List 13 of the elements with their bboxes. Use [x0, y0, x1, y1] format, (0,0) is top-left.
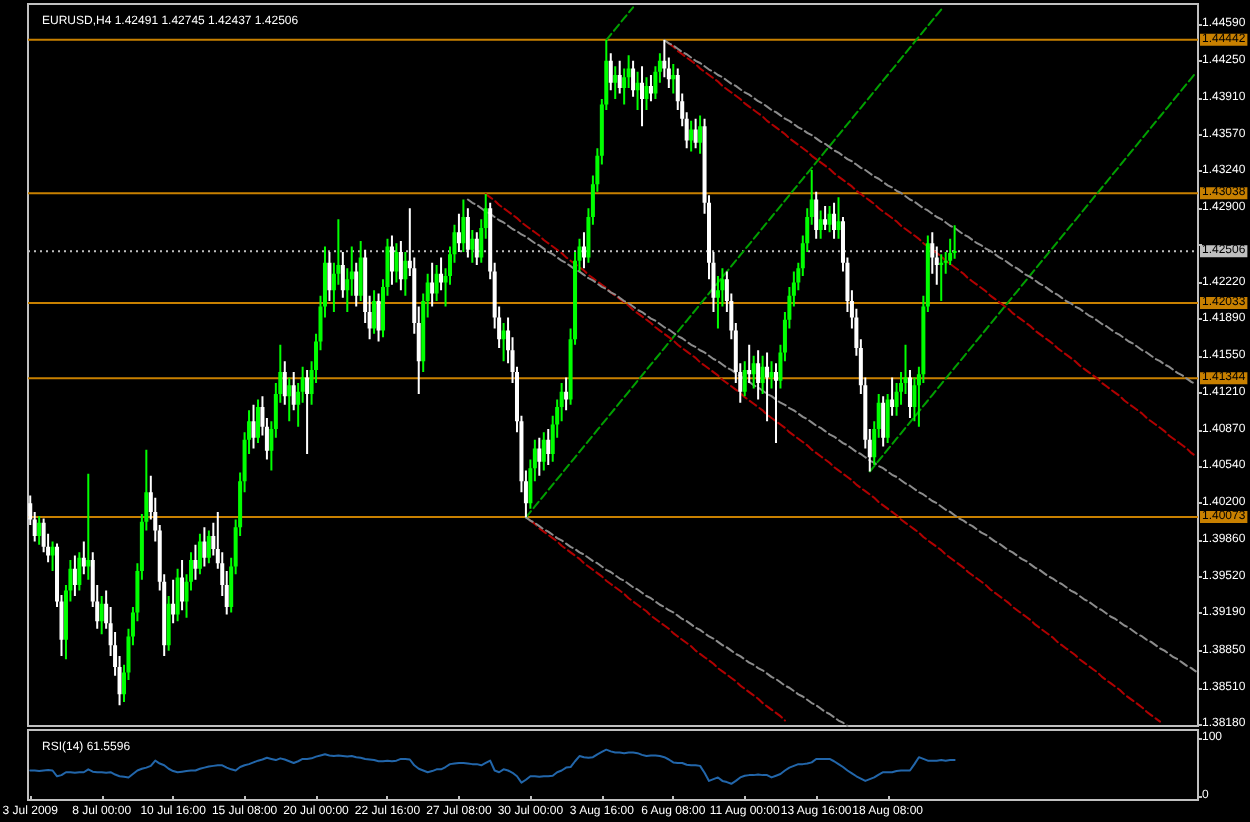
- candlestick: [86, 473, 91, 580]
- line-series: [529, 519, 786, 722]
- line-series: [663, 39, 1197, 386]
- candlestick: [773, 363, 779, 444]
- candlestick: [952, 225, 957, 259]
- line-series: [524, 8, 943, 519]
- candlestick: [939, 254, 944, 302]
- line-series: [605, 6, 635, 42]
- line-series: [524, 516, 849, 727]
- line-series: [667, 42, 1197, 458]
- line-series: [868, 71, 1197, 473]
- line-series: [484, 193, 1162, 723]
- line-series: [466, 198, 1197, 673]
